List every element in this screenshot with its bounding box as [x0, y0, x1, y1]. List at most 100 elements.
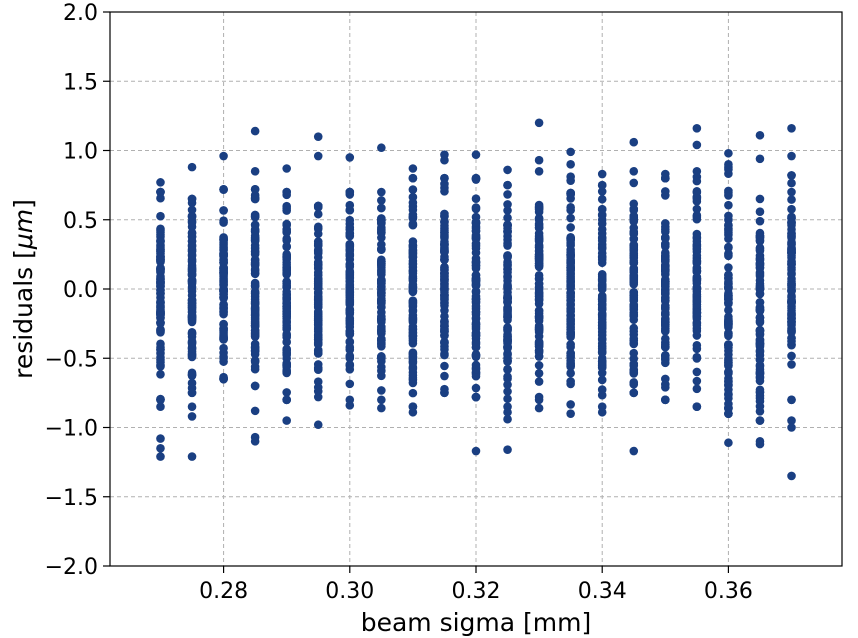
data-point — [787, 251, 796, 261]
data-point — [597, 375, 607, 385]
data-point — [187, 388, 197, 398]
data-point — [503, 326, 512, 335]
data-point — [440, 345, 449, 354]
data-point — [471, 248, 481, 257]
data-point — [250, 264, 260, 274]
y-tick-label: −1.0 — [45, 417, 98, 442]
data-point — [503, 251, 512, 261]
data-point — [219, 264, 228, 273]
data-point — [597, 335, 607, 344]
data-point — [156, 279, 165, 289]
data-point — [408, 298, 418, 307]
data-point — [377, 288, 386, 298]
data-point — [282, 416, 291, 425]
data-point — [250, 249, 260, 259]
data-point — [471, 330, 481, 340]
data-point — [440, 282, 449, 291]
data-point — [629, 446, 639, 456]
data-point — [787, 204, 796, 214]
data-point — [282, 242, 291, 252]
x-tick-label: 0.28 — [199, 579, 248, 604]
data-point — [345, 245, 355, 254]
data-point — [156, 402, 165, 412]
data-point — [313, 260, 323, 269]
data-point — [440, 361, 449, 371]
data-point — [313, 392, 323, 402]
data-point — [440, 318, 449, 328]
data-point — [503, 372, 512, 381]
data-point — [313, 307, 323, 317]
data-point — [724, 340, 733, 350]
data-point — [471, 257, 481, 266]
data-point — [787, 333, 796, 343]
data-point — [534, 337, 544, 347]
data-point — [440, 155, 449, 165]
data-point — [755, 326, 765, 335]
data-point — [408, 378, 418, 388]
data-point — [377, 203, 386, 213]
data-point — [597, 284, 607, 294]
data-point — [377, 265, 386, 275]
data-point — [377, 226, 386, 236]
data-point — [692, 140, 702, 150]
data-point — [597, 407, 607, 417]
data-point — [787, 423, 796, 432]
data-point — [661, 187, 670, 196]
data-point — [724, 270, 733, 280]
data-point — [534, 395, 544, 405]
data-point — [724, 211, 733, 221]
axis-ticks: 0.28 0.30 0.32 0.34 0.36 −2.0 −1.5 −1.0 −0.5 0.0 0… — [45, 1, 753, 604]
data-point — [219, 206, 228, 215]
data-point — [724, 350, 733, 359]
data-point — [156, 193, 165, 203]
data-point — [692, 308, 702, 318]
data-point — [755, 130, 765, 140]
data-point — [250, 184, 260, 194]
data-point — [692, 204, 702, 214]
data-point — [377, 371, 386, 381]
data-point — [692, 186, 702, 196]
data-point — [661, 169, 670, 179]
data-point — [471, 275, 481, 285]
y-axis-label-text: residuals [ — [9, 249, 38, 379]
data-point — [629, 367, 639, 377]
data-point — [566, 269, 575, 279]
data-point — [692, 354, 702, 363]
data-point — [534, 377, 544, 386]
data-point — [313, 349, 323, 358]
data-point — [471, 365, 481, 374]
data-point — [377, 322, 386, 332]
data-point — [724, 234, 733, 244]
data-point — [156, 237, 165, 246]
data-point — [313, 201, 323, 211]
data-point — [219, 307, 228, 316]
data-point — [597, 219, 607, 228]
data-point — [156, 443, 165, 453]
data-point — [250, 437, 260, 446]
data-point — [440, 247, 449, 257]
data-point — [597, 205, 607, 214]
data-point — [755, 283, 765, 292]
data-point — [503, 445, 512, 454]
data-point — [503, 200, 512, 209]
data-point — [187, 370, 197, 379]
data-point — [661, 395, 670, 405]
data-point — [534, 215, 544, 225]
data-point — [629, 334, 639, 343]
data-point — [661, 280, 670, 289]
data-point — [724, 148, 733, 158]
data-point — [724, 188, 733, 198]
data-point — [661, 310, 670, 319]
data-point — [156, 452, 165, 461]
data-point — [787, 281, 796, 291]
data-point — [534, 166, 544, 176]
data-point — [692, 376, 702, 386]
data-point — [597, 274, 607, 283]
data-point — [408, 185, 418, 194]
data-point — [629, 378, 639, 387]
data-point — [250, 344, 260, 353]
data-point — [377, 196, 386, 205]
data-point — [787, 351, 796, 361]
data-point — [692, 367, 702, 377]
data-point — [408, 205, 418, 215]
